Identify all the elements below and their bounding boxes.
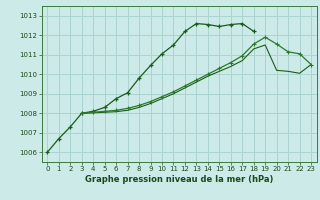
X-axis label: Graphe pression niveau de la mer (hPa): Graphe pression niveau de la mer (hPa) <box>85 175 273 184</box>
